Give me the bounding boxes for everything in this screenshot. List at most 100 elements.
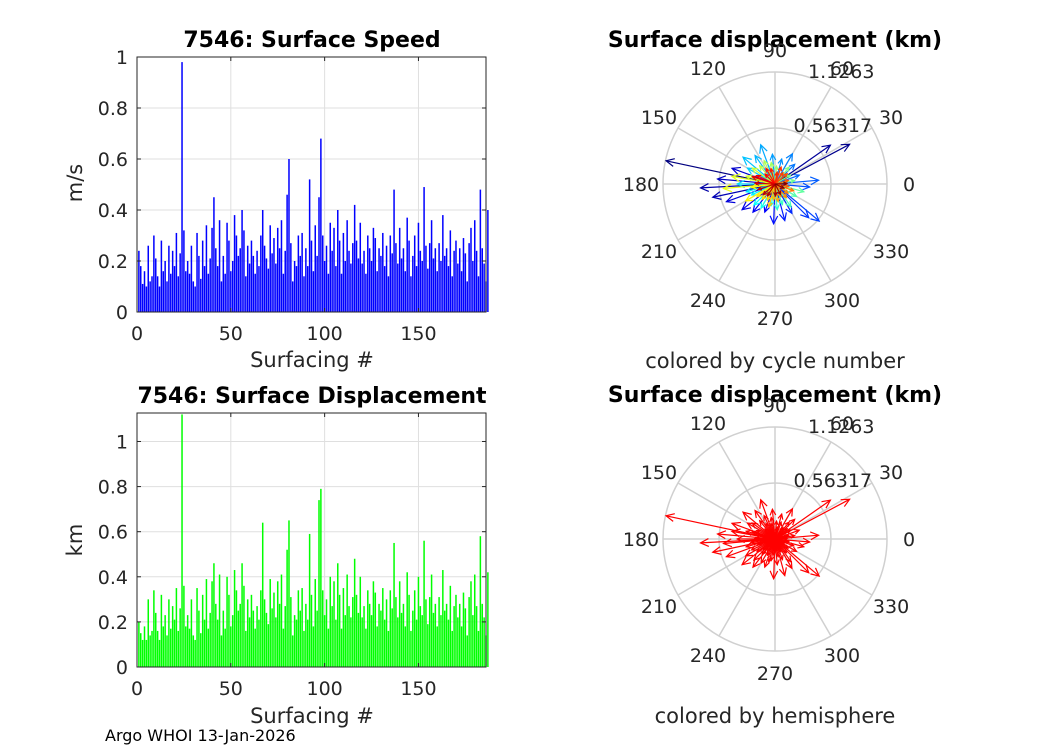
speed-bar <box>147 245 150 312</box>
displacement-bar <box>254 628 256 667</box>
displacement-bar <box>203 619 206 667</box>
displacement-bar <box>220 635 223 667</box>
speed-bar <box>260 235 262 312</box>
polar-hemisphere-angle-label: 90 <box>763 395 787 417</box>
displacement-chart-title: 7546: Surface Displacement <box>137 384 487 409</box>
polar-hemisphere-vector <box>750 538 776 545</box>
speed-bar <box>276 227 279 312</box>
speed-bar <box>200 278 202 312</box>
speed-axes-box <box>136 56 487 313</box>
polar-hemisphere-vector <box>664 513 776 540</box>
displacement-bar <box>365 628 367 667</box>
speed-bar <box>397 263 399 312</box>
speed-bar <box>370 261 373 312</box>
displacement-bar <box>276 581 279 667</box>
displacement-bar <box>398 581 401 667</box>
displacement-bar <box>273 592 275 667</box>
displacement-bar <box>453 606 455 667</box>
polar-cycle-vector <box>765 167 776 185</box>
displacement-bar <box>186 615 189 667</box>
polar-cycle-angle-label: 30 <box>879 107 903 129</box>
displacement-bar <box>331 606 333 667</box>
displacement-bar <box>310 594 313 667</box>
speed-xtick-label: 0 <box>131 323 143 345</box>
speed-bar <box>186 261 189 312</box>
displacement-bar <box>470 581 472 667</box>
displacement-bar <box>179 608 181 667</box>
speed-bar <box>215 248 217 312</box>
speed-bar <box>301 232 303 312</box>
speed-bar <box>288 159 290 312</box>
speed-bar <box>188 273 191 312</box>
polar-hemisphere-vector <box>741 511 776 540</box>
speed-bar <box>140 266 142 312</box>
speed-bar <box>303 276 305 312</box>
speed-bar <box>205 225 208 312</box>
polar-hemisphere-vector <box>730 528 776 540</box>
polar-hemisphere-vector <box>764 528 776 540</box>
displacement-bar <box>239 603 241 667</box>
polar-cycle-vector <box>753 180 776 186</box>
speed-bar <box>318 197 320 312</box>
speed-bar <box>155 258 157 312</box>
displacement-bar <box>295 619 298 667</box>
polar-cycle-angle-label: 270 <box>757 308 793 330</box>
speed-bar <box>143 271 146 312</box>
displacement-bar <box>155 612 157 667</box>
displacement-bar <box>376 626 378 667</box>
speed-bar <box>231 261 234 312</box>
displacement-bar <box>445 603 448 667</box>
displacement-bar <box>231 615 234 667</box>
speed-bar <box>468 243 470 312</box>
speed-bars <box>138 62 489 312</box>
speed-bar <box>413 235 416 312</box>
polar-cycle-vector <box>769 167 776 185</box>
speed-bar <box>453 250 455 312</box>
speed-ytick-label: 0.4 <box>98 200 128 222</box>
displacement-bar <box>338 594 341 667</box>
displacement-bar <box>333 581 335 667</box>
polar-hemisphere-angle-label: 30 <box>879 462 903 484</box>
displacement-bar <box>175 588 178 667</box>
displacement-bar <box>337 563 339 667</box>
displacement-bar <box>342 588 345 667</box>
speed-bar <box>235 235 238 312</box>
speed-bar <box>367 235 369 312</box>
footer-credit: Argo WHOI 13-Jan-2026 <box>105 726 296 745</box>
displacement-bar <box>205 579 208 667</box>
displacement-bar <box>344 615 347 667</box>
displacement-bar <box>293 615 296 667</box>
speed-bar <box>177 276 180 312</box>
displacement-bar <box>374 592 377 667</box>
speed-bar <box>246 245 249 312</box>
speed-bar <box>175 232 178 312</box>
polar-cycle-angle-label: 300 <box>824 290 860 312</box>
displacement-bar <box>370 615 373 667</box>
speed-bar <box>211 227 213 312</box>
displacement-bar <box>291 635 294 667</box>
speed-bar <box>415 266 418 312</box>
polar-cycle-caption: colored by cycle number <box>645 349 905 373</box>
polar-hemisphere-angle-label: 0 <box>903 529 915 551</box>
polar-cycle-vector <box>741 156 776 185</box>
speed-bar <box>295 266 298 312</box>
speed-bar <box>226 222 228 312</box>
speed-bar <box>173 266 176 312</box>
polar-cycle-angle-label: 150 <box>641 107 677 129</box>
speed-bar <box>258 266 260 312</box>
speed-bar <box>460 271 463 312</box>
speed-bar <box>389 235 392 312</box>
displacement-bar <box>428 597 431 667</box>
speed-bar <box>256 250 258 312</box>
displacement-bar <box>147 599 150 667</box>
displacement-bar <box>303 630 305 667</box>
polar-cycle-vector <box>664 158 776 185</box>
speed-bar <box>230 271 232 312</box>
polar-cycle-vector <box>751 167 776 185</box>
speed-bar <box>308 179 311 312</box>
speed-bar <box>472 261 474 312</box>
speed-bar <box>151 276 153 312</box>
speed-bar <box>346 220 348 312</box>
displacement-bar <box>442 570 444 667</box>
polar-hemisphere-vector <box>750 530 776 540</box>
